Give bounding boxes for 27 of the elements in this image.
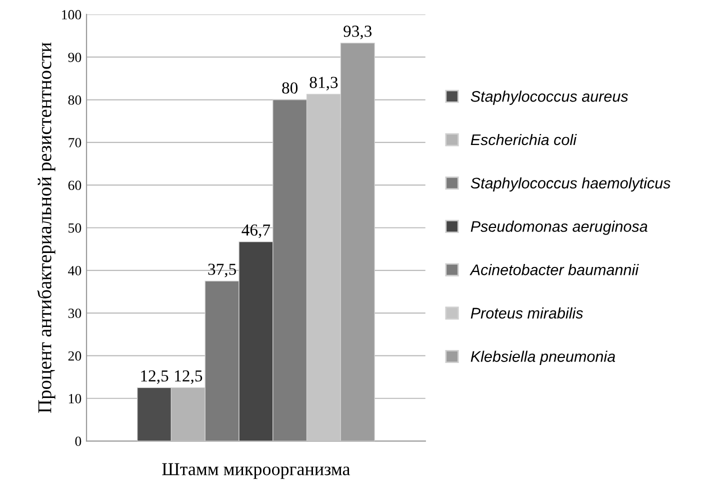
y-tick-label: 40	[68, 266, 82, 276]
x-axis-title: Штамм микроорганизма	[162, 463, 350, 479]
data-label: 12,5	[175, 370, 202, 384]
y-tick-label: 30	[68, 308, 82, 318]
y-tick-label: 20	[68, 351, 82, 361]
y-tick-label: 10	[68, 394, 82, 404]
y-tick-label: 90	[68, 52, 82, 62]
legend-label: Acinetobacter baumannii	[470, 264, 639, 276]
data-label: 37,5	[208, 264, 236, 278]
y-tick-label: 60	[68, 180, 82, 190]
legend-label: Escherichia coli	[470, 134, 577, 146]
data-label: 12,5	[141, 370, 168, 384]
legend-label: Proteus mirabilis	[470, 307, 583, 319]
legend-label: Staphylococcus haemolyticus	[470, 177, 670, 192]
data-label: 80	[282, 82, 298, 94]
y-tick-label: 50	[68, 223, 82, 233]
y-tick-label: 0	[75, 436, 82, 446]
legend-label: Pseudomonas aeruginosa	[470, 220, 648, 235]
y-tick-label: 100	[62, 10, 82, 20]
y-tick-label: 70	[68, 138, 82, 148]
data-label: 46,7	[242, 224, 270, 238]
legend-label: Staphylococcus aureus	[470, 90, 628, 105]
legend-label: Klebsiella pneumonia	[470, 350, 616, 365]
data-label: 93,3	[344, 26, 372, 40]
data-label: 81,3	[310, 76, 338, 90]
y-axis-title: Процент антибактериальной резистентности	[37, 42, 56, 413]
y-tick-label: 80	[68, 95, 82, 105]
